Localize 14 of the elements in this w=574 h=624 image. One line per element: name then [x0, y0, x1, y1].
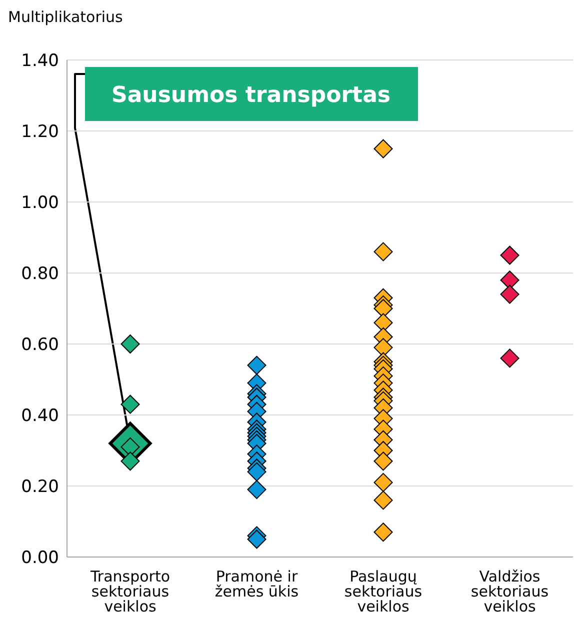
annotation: Sausumos transportas [111, 83, 391, 108]
x-tick-label: Valdžios sektoriaus veiklos [470, 568, 549, 616]
y-tick-label: 1.40 [21, 51, 59, 72]
x-tick-label: Transporto sektoriaus veiklos [89, 568, 170, 616]
x-tick-label: Pramonė ir žemės ūkis [214, 568, 299, 601]
y-tick-label: 0.60 [21, 335, 59, 356]
y-tick-label: 0.80 [21, 264, 59, 284]
y-tick-label: 0.00 [21, 548, 59, 568]
y-axis-title: Multiplikatorius [8, 8, 123, 26]
x-tick-label: Paslaugų sektoriaus veiklos [344, 568, 422, 616]
y-tick-label: 1.20 [21, 122, 59, 142]
y-tick-label: 1.00 [21, 193, 59, 214]
y-tick-label: 0.20 [21, 477, 59, 498]
y-tick-label: 0.40 [21, 406, 59, 426]
